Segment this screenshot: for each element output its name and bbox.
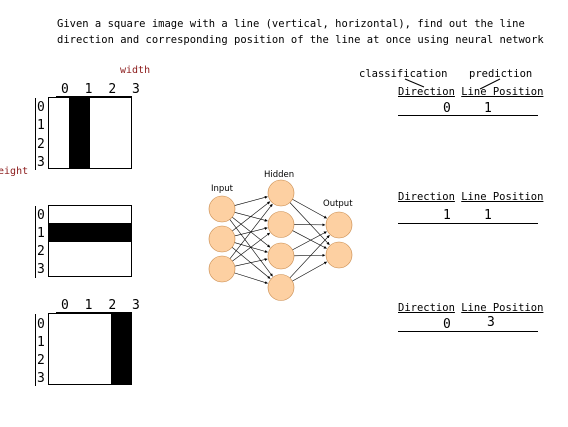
- row-index: 2: [37, 244, 45, 259]
- row-index: 0: [37, 208, 45, 223]
- row-index: 2: [37, 137, 45, 152]
- network-connection: [231, 216, 271, 248]
- network-connection: [289, 202, 330, 245]
- network-connection: [234, 258, 268, 267]
- result-underline: [398, 115, 538, 116]
- col-index-underline: [56, 312, 132, 313]
- hidden-node: [267, 274, 295, 301]
- network-connection: [292, 199, 328, 219]
- col-index: 3: [131, 82, 144, 97]
- network-connection: [234, 195, 268, 206]
- input-layer-label: Input: [211, 184, 234, 194]
- network-connection: [292, 231, 327, 251]
- network-connection: [232, 201, 271, 232]
- prediction-pointer: [479, 78, 501, 90]
- network-connection: [229, 203, 273, 259]
- image-grid-1: [48, 97, 132, 169]
- line-position-value: 1: [484, 101, 492, 116]
- prediction-label: prediction: [469, 68, 533, 80]
- col-indices-3: 0 1 2 3: [61, 299, 144, 312]
- direction-header: Direction: [398, 191, 455, 203]
- col-index: 2: [108, 298, 121, 313]
- line-position-header: Line Position: [461, 86, 544, 98]
- row-index: 0: [37, 317, 45, 332]
- col-index-underline: [56, 96, 132, 97]
- row-index-rule: [35, 314, 36, 386]
- col-index: 0: [61, 82, 73, 97]
- col-index: 2: [108, 82, 121, 97]
- hidden-layer-label: Hidden: [264, 170, 295, 180]
- input-node: [208, 255, 236, 283]
- row-index-rule: [35, 98, 36, 170]
- output-node: [325, 211, 353, 239]
- result-underline: [398, 331, 538, 332]
- network-connection: [292, 261, 328, 282]
- direction-value: 1: [443, 208, 451, 223]
- line-position-value: 3: [487, 315, 495, 330]
- network-connection: [234, 272, 268, 284]
- row-index-rule: [35, 206, 36, 278]
- network-connection: [293, 253, 326, 257]
- output-node: [325, 241, 353, 269]
- line-position-value: 1: [484, 208, 492, 223]
- col-indices-1: 0 1 2 3: [61, 83, 144, 96]
- row-index: 0: [37, 100, 45, 115]
- input-node: [208, 225, 236, 253]
- direction-header: Direction: [398, 302, 455, 314]
- input-node: [208, 195, 236, 223]
- horizontal-line: [49, 223, 131, 242]
- col-index: 0: [61, 298, 73, 313]
- hidden-node: [267, 211, 295, 238]
- col-index: 1: [84, 298, 97, 313]
- row-index: 3: [37, 262, 45, 277]
- row-index: 1: [37, 226, 45, 241]
- description-line-2: direction and corresponding position of …: [57, 34, 544, 46]
- network-connection: [231, 247, 271, 279]
- row-index: 3: [37, 155, 45, 170]
- network-connection: [292, 230, 327, 249]
- result-header-1: Direction Line Position: [398, 86, 543, 98]
- output-layer-label: Output: [323, 199, 353, 209]
- direction-header: Direction: [398, 86, 455, 98]
- col-index: 3: [131, 298, 144, 313]
- result-header-2: Direction Line Position: [398, 191, 543, 203]
- width-label: width: [120, 65, 151, 76]
- direction-value: 0: [443, 317, 451, 332]
- line-position-header: Line Position: [461, 191, 544, 203]
- row-index: 3: [37, 371, 45, 386]
- line-position-header: Line Position: [461, 302, 544, 314]
- row-index: 1: [37, 118, 45, 133]
- direction-value: 0: [443, 101, 451, 116]
- classification-pointer: [404, 78, 425, 88]
- result-underline: [398, 223, 538, 224]
- network-connection: [229, 219, 273, 277]
- vertical-line: [111, 314, 131, 384]
- network-connection: [232, 232, 271, 262]
- hidden-node: [267, 242, 295, 270]
- result-header-3: Direction Line Position: [398, 302, 543, 314]
- network-connection: [289, 235, 330, 279]
- hidden-node: [267, 179, 295, 207]
- classification-label: classification: [359, 68, 448, 80]
- vertical-line: [69, 98, 90, 168]
- image-grid-3: [48, 313, 132, 385]
- image-grid-2: [48, 205, 132, 277]
- description-line-1: Given a square image with a line (vertic…: [57, 18, 525, 30]
- row-index: 2: [37, 353, 45, 368]
- col-index: 1: [84, 82, 97, 97]
- row-index: 1: [37, 335, 45, 350]
